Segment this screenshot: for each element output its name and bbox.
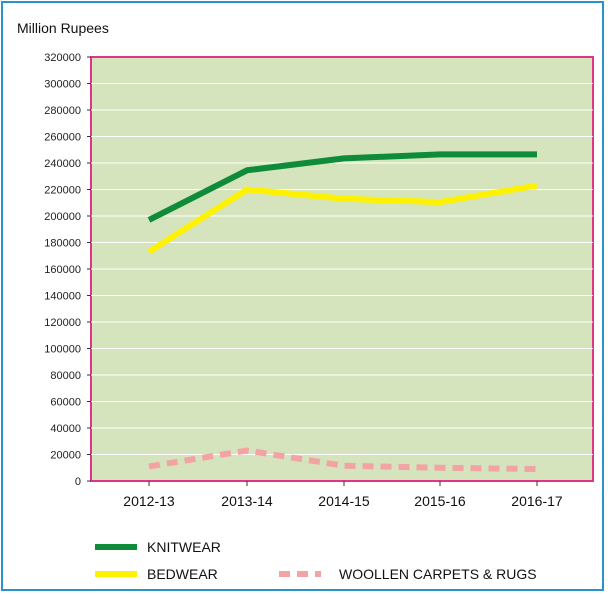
y-axis-ticks: 0 20000 40000 60000 80000 100000 120000 140000 1…: [44, 52, 91, 488]
y-tick-label: 200000: [44, 211, 81, 223]
data-point-woollen-carpets-rugs: [149, 466, 150, 467]
series-line-woollen-carpets-rugs: [148, 447, 538, 473]
x-tick-label: 2013-14: [221, 493, 273, 509]
data-point-bedwear: [247, 189, 248, 190]
data-point-woollen-carpets-rugs: [537, 469, 538, 470]
y-tick-label: 260000: [44, 132, 81, 144]
y-tick-label: 0: [75, 476, 81, 488]
x-axis-ticks: 2012-13 2013-14 2014-15 2015-16 2016-17: [123, 481, 563, 509]
y-tick-label: 40000: [50, 423, 81, 435]
data-point-bedwear: [149, 251, 150, 252]
data-point-bedwear: [537, 185, 538, 186]
y-tick-label: 180000: [44, 238, 81, 250]
data-point-bedwear: [440, 202, 441, 203]
data-point-knitwear: [440, 154, 441, 155]
y-tick-label: 100000: [44, 344, 81, 356]
data-point-knitwear: [344, 158, 345, 159]
legend-label-woollen-carpets-rugs: WOOLLEN CARPETS & RUGS: [339, 566, 537, 582]
data-point-woollen-carpets-rugs: [344, 465, 345, 466]
x-tick-label: 2016-17: [511, 493, 563, 509]
data-series: [147, 151, 538, 473]
data-point-woollen-carpets-rugs: [440, 467, 441, 468]
data-point-bedwear: [344, 198, 345, 199]
data-point-woollen-carpets-rugs: [247, 450, 248, 451]
y-tick-label: 140000: [44, 291, 81, 303]
series-line-knitwear: [147, 151, 537, 223]
y-tick-label: 220000: [44, 185, 81, 197]
y-axis-unit-label: Million Rupees: [17, 20, 109, 36]
legend: KNITWEAR BEDWEAR WOOLLEN CARPETS & RUGS: [95, 539, 537, 582]
y-tick-label: 160000: [44, 264, 81, 276]
data-point-knitwear: [247, 170, 248, 171]
series-line-bedwear: [147, 182, 538, 255]
legend-label-bedwear: BEDWEAR: [147, 566, 218, 582]
data-point-knitwear: [537, 154, 538, 155]
line-chart: Million Rupees 0 20000 40000 60000 80000 1000…: [17, 20, 594, 582]
x-tick-label: 2015-16: [414, 493, 466, 509]
y-tick-label: 280000: [44, 105, 81, 117]
gridlines: [91, 83, 593, 455]
data-point-knitwear: [149, 219, 150, 220]
x-tick-label: 2012-13: [123, 493, 175, 509]
y-tick-label: 240000: [44, 158, 81, 170]
y-tick-label: 80000: [50, 370, 81, 382]
legend-label-knitwear: KNITWEAR: [147, 539, 221, 555]
y-tick-label: 320000: [44, 52, 81, 64]
y-tick-label: 60000: [50, 397, 81, 409]
y-tick-label: 300000: [44, 79, 81, 91]
x-tick-label: 2014-15: [318, 493, 370, 509]
y-tick-label: 20000: [50, 450, 81, 462]
y-tick-label: 120000: [44, 317, 81, 329]
